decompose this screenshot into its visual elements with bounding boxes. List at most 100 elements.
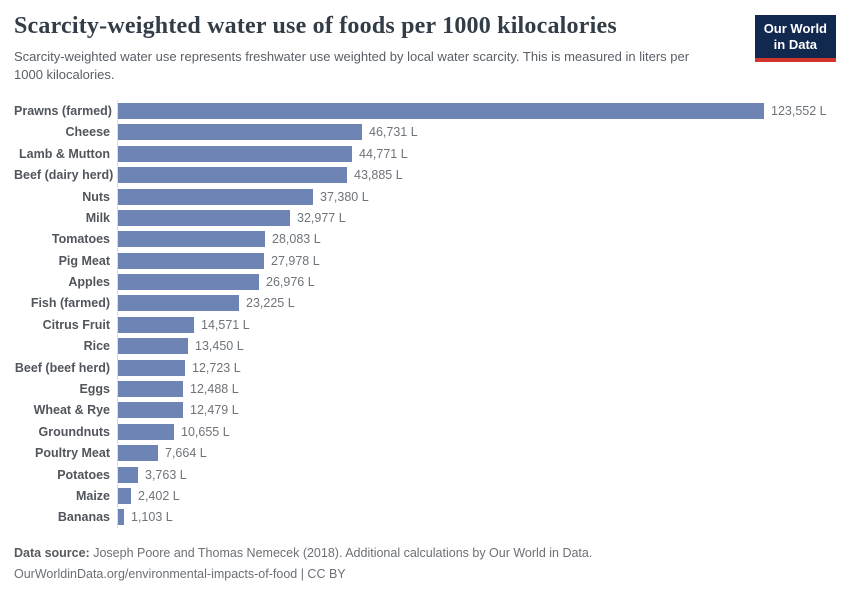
value-label: 2,402 L [138, 489, 180, 503]
value-label: 1,103 L [131, 510, 173, 525]
datasource-text: Joseph Poore and Thomas Nemecek (2018). … [89, 546, 593, 561]
category-label: Bananas [57, 510, 110, 525]
value-label: 26,976 L [266, 275, 315, 290]
plot-area: 7,664 L [117, 442, 836, 464]
bar[interactable] [118, 402, 183, 419]
value-label: 12,479 L [190, 403, 239, 418]
plot-area: 3,763 L [117, 463, 836, 486]
value-label: 23,225 L [246, 296, 295, 311]
plot-area: 46,731 L [117, 121, 836, 144]
bar-row: Rice 13,450 L [14, 335, 836, 357]
value-label: 43,885 L [354, 168, 403, 183]
bar-chart: Prawns (farmed) 123,552 L Cheese 46,731 … [14, 100, 836, 529]
bar[interactable] [118, 488, 131, 504]
bar-row: Maize 2,402 L [14, 485, 836, 507]
bar[interactable] [118, 445, 158, 462]
plot-area: 27,978 L [117, 250, 836, 272]
value-label: 44,771 L [359, 146, 408, 161]
bar-row: Lamb & Mutton 44,771 L [14, 143, 836, 165]
chart-title: Scarcity-weighted water use of foods per… [14, 13, 617, 39]
category-label: Rice [83, 339, 110, 354]
value-label: 28,083 L [272, 232, 321, 247]
value-label: 32,977 L [297, 210, 346, 225]
bar[interactable] [118, 423, 174, 440]
category-label: Citrus Fruit [42, 317, 110, 332]
category-label: Apples [68, 275, 110, 290]
footer-url-line: OurWorldinData.org/environmental-impacts… [14, 566, 346, 581]
bar[interactable] [118, 209, 290, 226]
bar-row: Wheat & Rye 12,479 L [14, 399, 836, 422]
bar[interactable] [118, 274, 259, 291]
bar[interactable] [118, 167, 347, 184]
value-label: 3,763 L [145, 467, 187, 482]
header-text: Scarcity-weighted water use of foods per… [14, 13, 755, 85]
bar[interactable] [118, 102, 764, 119]
plot-area: 12,723 L [117, 356, 836, 379]
bar-row: Beef (beef herd) 12,723 L [14, 356, 836, 379]
category-label: Potatoes [57, 467, 110, 482]
bar-row: Citrus Fruit 14,571 L [14, 314, 836, 336]
plot-area: 12,488 L [117, 378, 836, 400]
value-label: 10,655 L [181, 424, 230, 439]
bar[interactable] [118, 252, 264, 269]
plot-area: 23,225 L [117, 292, 836, 315]
bar[interactable] [118, 231, 265, 248]
category-label: Pig Meat [58, 253, 110, 268]
owid-logo-line2: in Data [773, 36, 818, 52]
category-label: Prawns (farmed) [14, 103, 112, 118]
plot-area: 13,450 L [117, 335, 836, 357]
category-label: Milk [85, 210, 110, 225]
bar-row: Groundnuts 10,655 L [14, 421, 836, 443]
footer: Data source: Joseph Poore and Thomas Nem… [14, 543, 836, 584]
value-label: 37,380 L [320, 189, 369, 204]
value-label: 46,731 L [369, 125, 418, 140]
bar[interactable] [118, 316, 194, 333]
bar-row: Nuts 37,380 L [14, 185, 836, 208]
bar-row: Prawns (farmed) 123,552 L [14, 100, 836, 122]
bar[interactable] [118, 188, 313, 205]
plot-area: 2,402 L [117, 485, 836, 507]
category-label: Beef (beef herd) [14, 360, 110, 375]
bar[interactable] [118, 124, 362, 141]
bar[interactable] [118, 338, 188, 355]
datasource-label: Data source: [14, 546, 90, 561]
bar-row: Tomatoes 28,083 L [14, 228, 836, 251]
plot-area: 12,479 L [117, 399, 836, 422]
bar[interactable] [118, 295, 239, 312]
header: Scarcity-weighted water use of foods per… [14, 13, 836, 85]
plot-area: 1,103 L [117, 506, 836, 529]
category-label: Fish (farmed) [30, 296, 110, 311]
bar-row: Bananas 1,103 L [14, 506, 836, 529]
bar-row: Apples 26,976 L [14, 271, 836, 293]
bar[interactable] [118, 381, 183, 398]
plot-area: 26,976 L [117, 271, 836, 293]
category-label: Lamb & Mutton [19, 146, 110, 161]
value-label: 7,664 L [165, 446, 207, 461]
category-label: Eggs [79, 382, 110, 397]
bar-row: Fish (farmed) 23,225 L [14, 292, 836, 315]
plot-area: 32,977 L [117, 207, 836, 229]
bar[interactable] [118, 466, 138, 483]
bar[interactable] [118, 359, 185, 376]
category-label: Maize [75, 489, 110, 503]
category-label: Tomatoes [51, 232, 110, 247]
bar-rows: Prawns (farmed) 123,552 L Cheese 46,731 … [14, 100, 836, 529]
owid-logo-line1: Our World [763, 21, 827, 36]
category-label: Groundnuts [38, 424, 110, 439]
bar-row: Poultry Meat 7,664 L [14, 442, 836, 464]
value-label: 12,488 L [190, 382, 239, 397]
bar[interactable] [118, 145, 352, 162]
chart-subtitle: Scarcity-weighted water use represents f… [14, 48, 690, 83]
value-label: 123,552 L [771, 103, 827, 118]
plot-area: 10,655 L [117, 421, 836, 443]
plot-area: 43,885 L [117, 164, 836, 186]
value-label: 12,723 L [192, 360, 241, 375]
category-label: Poultry Meat [34, 446, 110, 461]
bar-row: Eggs 12,488 L [14, 378, 836, 400]
footer-source-line: Data source: Joseph Poore and Thomas Nem… [14, 543, 836, 564]
plot-area: 123,552 L [117, 100, 836, 122]
plot-area: 37,380 L [117, 185, 836, 208]
bar-row: Milk 32,977 L [14, 207, 836, 229]
bar[interactable] [118, 509, 124, 526]
